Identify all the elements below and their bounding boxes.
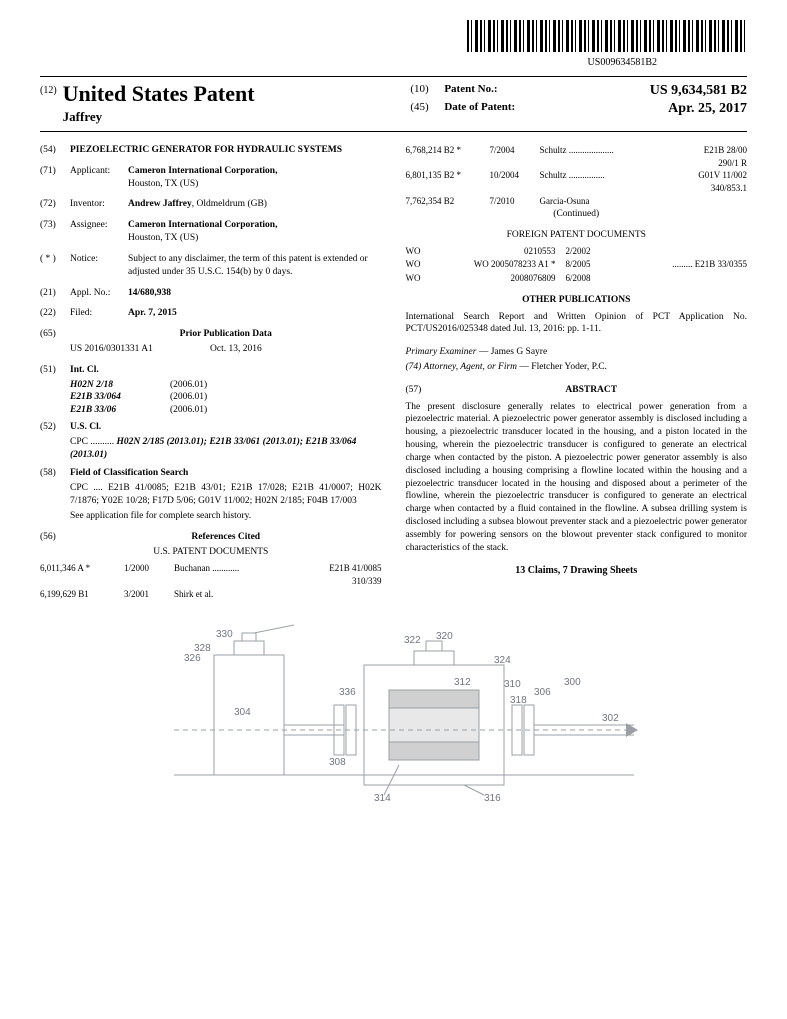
svg-text:316: 316 <box>484 793 501 804</box>
refs-cited-title: References Cited <box>70 531 382 544</box>
f71-code: (71) <box>40 165 70 191</box>
header-right: (10) Patent No.: US 9,634,581 B2 (45) Da… <box>410 81 747 125</box>
attorney-label: (74) Attorney, Agent, or Firm <box>406 362 518 372</box>
appl-no: 14/680,938 <box>128 287 382 300</box>
abstract-text: The present disclosure generally relates… <box>406 401 748 555</box>
header-left: (12) United States Patent Jaffrey <box>40 81 410 125</box>
svg-text:320: 320 <box>436 631 453 642</box>
f58-text: CPC .... E21B 41/0085; E21B 43/01; E21B … <box>40 482 382 508</box>
f65-code: (65) <box>40 328 70 341</box>
inventor-loc: , Oldmeldrum (GB) <box>192 199 267 209</box>
filed-date: Apr. 7, 2015 <box>128 307 382 320</box>
f73-code: (73) <box>40 219 70 245</box>
inventor-full: Andrew Jaffrey <box>128 199 192 209</box>
svg-text:324: 324 <box>494 655 511 666</box>
body-columns: (54) PIEZOELECTRIC GENERATOR FOR HYDRAUL… <box>40 144 747 601</box>
svg-text:308: 308 <box>329 757 346 768</box>
f72-code: (72) <box>40 198 70 211</box>
svg-text:326: 326 <box>184 653 201 664</box>
barcode-area <box>40 20 747 55</box>
applicant-loc: Houston, TX (US) <box>128 179 198 189</box>
foreign-title: FOREIGN PATENT DOCUMENTS <box>406 229 748 242</box>
notice-label: Notice: <box>70 253 128 279</box>
svg-text:314: 314 <box>374 793 391 804</box>
date-label: Date of Patent: <box>444 101 515 117</box>
doc-kind-code: (12) <box>40 81 63 125</box>
patent-figure: 3303283043263363223203123243103183063003… <box>134 615 654 835</box>
inventor-name: Jaffrey <box>63 109 255 125</box>
svg-text:310: 310 <box>504 679 521 690</box>
notice-text: Subject to any disclaimer, the term of t… <box>128 253 382 279</box>
f51-code: (51) <box>40 364 70 377</box>
svg-text:322: 322 <box>404 635 421 646</box>
f73-label: Assignee: <box>70 219 128 245</box>
date-code: (45) <box>410 101 444 117</box>
invention-title: PIEZOELECTRIC GENERATOR FOR HYDRAULIC SY… <box>70 144 382 157</box>
svg-text:300: 300 <box>564 677 581 688</box>
claims-line: 13 Claims, 7 Drawing Sheets <box>406 564 748 578</box>
uscl-label: U.S. Cl. <box>70 421 382 434</box>
svg-text:330: 330 <box>216 629 233 640</box>
notice-code: ( * ) <box>40 253 70 279</box>
f22-label: Filed: <box>70 307 128 320</box>
svg-text:318: 318 <box>510 695 527 706</box>
main-title: United States Patent <box>63 81 255 107</box>
patent-header: (12) United States Patent Jaffrey (10) P… <box>40 76 747 132</box>
f21-code: (21) <box>40 287 70 300</box>
continued-label: (Continued) <box>406 208 748 221</box>
f58-note: See application file for complete search… <box>40 510 382 523</box>
abs-code: (57) <box>406 384 436 397</box>
examiner-name: — James G Sayre <box>476 347 547 357</box>
f72-label: Inventor: <box>70 198 128 211</box>
prior-pub-title: Prior Publication Data <box>70 328 382 341</box>
us-docs-cont-list: 6,768,214 B2 *7/2004Schultz ............… <box>406 144 748 207</box>
other-pub-text: International Search Report and Written … <box>406 311 748 337</box>
applicant-name: Cameron International Corporation, <box>128 166 277 176</box>
abs-title: ABSTRACT <box>436 384 748 397</box>
svg-text:304: 304 <box>234 707 251 718</box>
other-pub-title: OTHER PUBLICATIONS <box>406 294 748 307</box>
svg-text:302: 302 <box>602 713 619 724</box>
f54-code: (54) <box>40 144 70 157</box>
intcl-list: H02N 2/18(2006.01)E21B 33/064(2006.01)E2… <box>40 379 382 417</box>
svg-text:306: 306 <box>534 687 551 698</box>
examiner-label: Primary Examiner <box>406 347 477 357</box>
svg-text:312: 312 <box>454 677 471 688</box>
barcode-label: US009634581B2 <box>40 57 747 68</box>
f58-label: Field of Classification Search <box>70 467 382 480</box>
f56-code: (56) <box>40 531 70 544</box>
f52-code: (52) <box>40 421 70 434</box>
date-value: Apr. 25, 2017 <box>515 101 747 117</box>
intcl-label: Int. Cl. <box>70 364 382 377</box>
assignee-name: Cameron International Corporation, <box>128 220 277 230</box>
prior-pub-date: Oct. 13, 2016 <box>210 343 262 356</box>
right-column: 6,768,214 B2 *7/2004Schultz ............… <box>406 144 748 601</box>
f22-code: (22) <box>40 307 70 320</box>
prior-pub-no: US 2016/0301331 A1 <box>70 343 210 356</box>
attorney-name: — Fletcher Yoder, P.C. <box>517 362 607 372</box>
patent-no-code: (10) <box>410 83 444 99</box>
barcode <box>467 20 747 52</box>
left-column: (54) PIEZOELECTRIC GENERATOR FOR HYDRAUL… <box>40 144 382 601</box>
assignee-loc: Houston, TX (US) <box>128 233 198 243</box>
f58-code: (58) <box>40 467 70 480</box>
f21-label: Appl. No.: <box>70 287 128 300</box>
patent-no-label: Patent No.: <box>444 83 497 99</box>
f71-label: Applicant: <box>70 165 128 191</box>
patent-no-value: US 9,634,581 B2 <box>497 83 747 99</box>
foreign-docs-list: WO02105532/2002WOWO 2005078233 A1 *8/200… <box>406 245 748 283</box>
svg-text:336: 336 <box>339 687 356 698</box>
cpc-prefix: CPC .......... <box>70 437 114 447</box>
us-docs-list: 6,011,346 A *1/2000Buchanan ............… <box>40 562 382 599</box>
us-docs-title: U.S. PATENT DOCUMENTS <box>40 546 382 559</box>
figure-area: 3303283043263363223203123243103183063003… <box>40 615 747 838</box>
